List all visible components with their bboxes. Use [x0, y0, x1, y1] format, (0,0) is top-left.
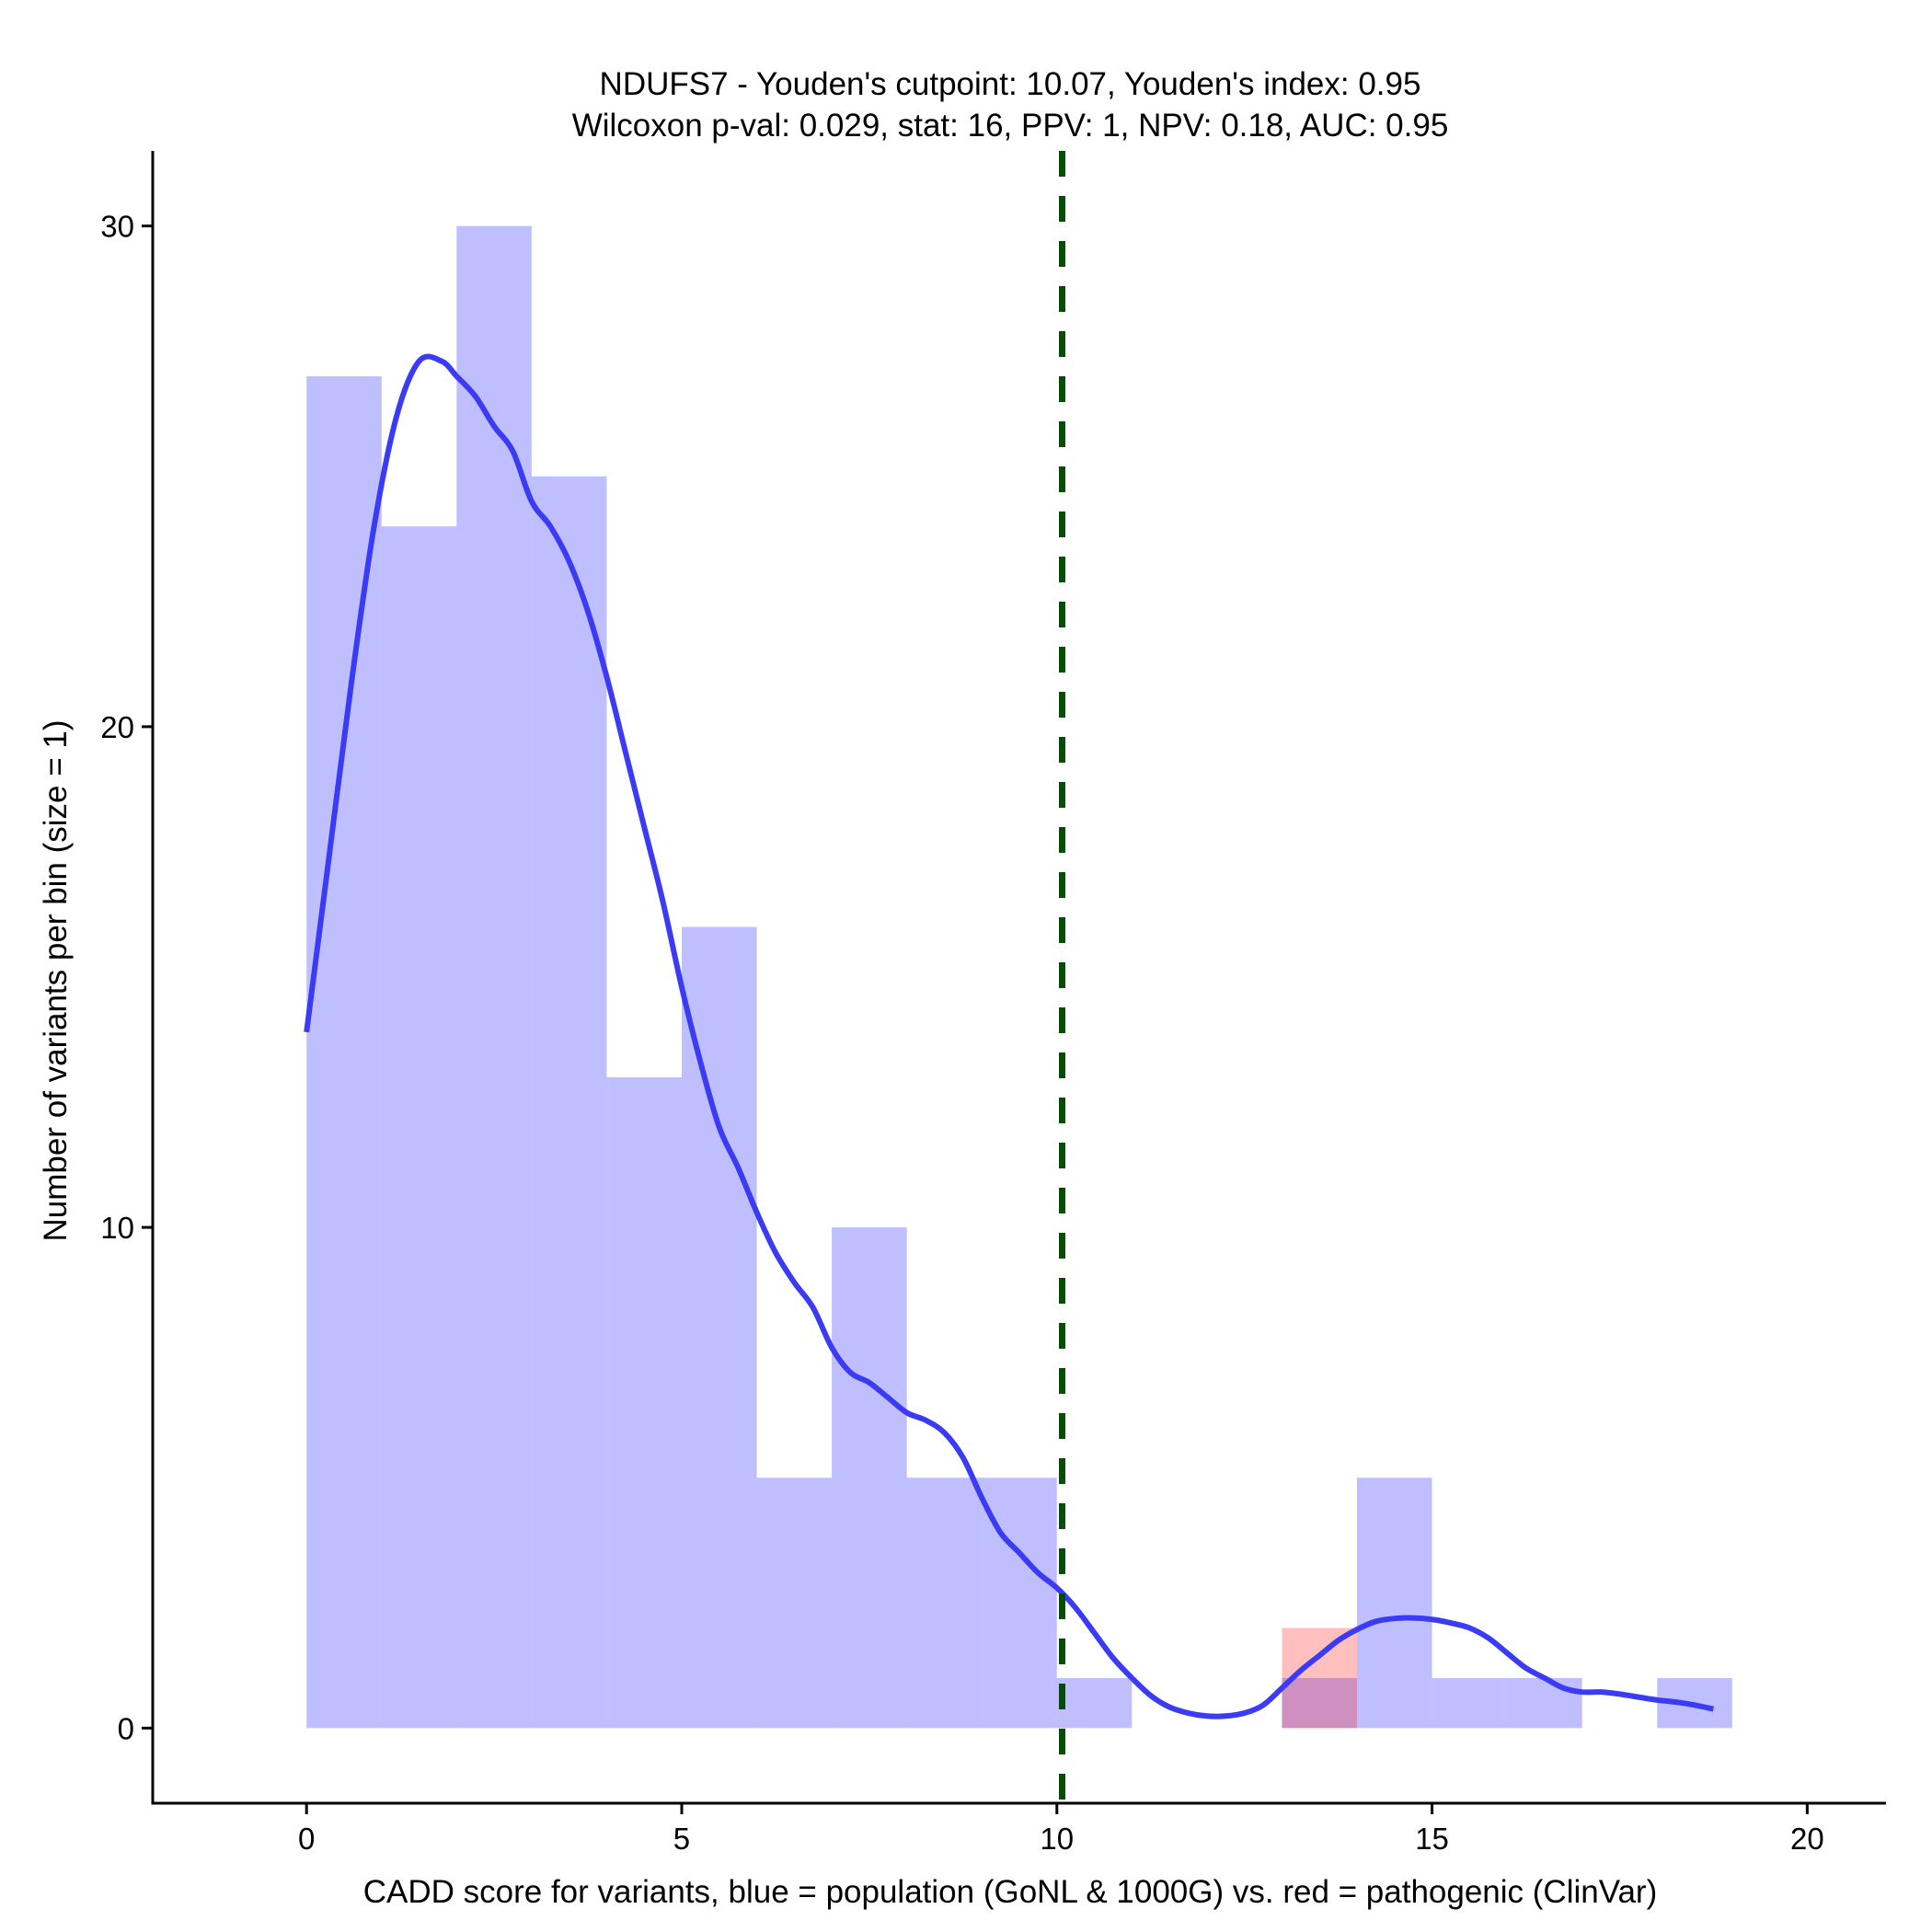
population-bar [531, 476, 607, 1729]
population-bar [756, 1478, 833, 1729]
population-bar [1507, 1677, 1582, 1729]
density-layer [304, 353, 1715, 1719]
y-tick-label: 30 [100, 210, 134, 244]
population-bar [1432, 1677, 1508, 1729]
axes: 0 5 10 15 20 0 10 20 30 [100, 151, 1886, 1856]
x-tick-label: 0 [298, 1822, 315, 1856]
population-bar [456, 225, 532, 1729]
population-bar [832, 1227, 907, 1729]
population-bar [606, 1076, 682, 1729]
population-bar [1282, 1677, 1358, 1729]
y-tick-label: 0 [118, 1711, 134, 1745]
chart-subtitle: Wilcoxon p-val: 0.029, stat: 16, PPV: 1,… [572, 108, 1449, 144]
x-tick-label: 5 [673, 1822, 690, 1856]
chart-title: NDUFS7 - Youden's cutpoint: 10.07, Youde… [600, 66, 1421, 102]
y-tick-label: 10 [100, 1211, 134, 1245]
population-bar [906, 1478, 983, 1729]
population-bar [306, 375, 382, 1729]
density-curve [304, 353, 1715, 1719]
population-bar [1357, 1478, 1432, 1729]
x-tick-label: 15 [1415, 1822, 1449, 1856]
y-axis-title: Number of variants per bin (size = 1) [38, 719, 74, 1241]
population-bar [1056, 1677, 1133, 1729]
population-bar [381, 526, 457, 1729]
x-tick-label: 20 [1790, 1822, 1824, 1856]
population-bar [681, 926, 757, 1729]
x-axis-title: CADD score for variants, blue = populati… [363, 1874, 1658, 1910]
x-tick-label: 10 [1040, 1822, 1074, 1856]
y-tick-label: 20 [100, 710, 134, 744]
population-histogram [306, 225, 1732, 1729]
